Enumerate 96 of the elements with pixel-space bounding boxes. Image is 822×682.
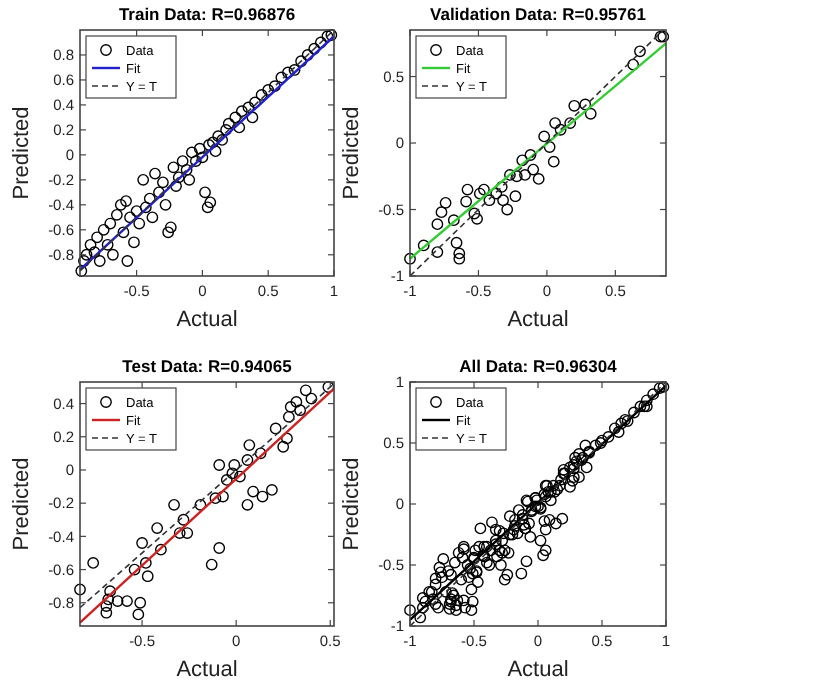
point: [417, 239, 430, 252]
point: [468, 207, 481, 220]
point: [217, 490, 229, 503]
point: [627, 58, 640, 71]
point: [228, 459, 241, 471]
point: [453, 247, 466, 260]
point: [431, 246, 444, 258]
point: [568, 99, 581, 112]
point: [299, 384, 312, 397]
y-axis-title: Predicted: [10, 106, 34, 200]
x-axis-title: Actual: [507, 658, 569, 682]
point: [234, 470, 246, 483]
point: [495, 181, 508, 193]
point: [243, 439, 256, 451]
point: [435, 206, 448, 219]
chart-title: All Data: R=0.96304: [459, 356, 618, 376]
point: [584, 107, 597, 120]
point: [209, 492, 222, 505]
chart-title: Train Data: R=0.96876: [118, 4, 296, 24]
point: [453, 252, 466, 265]
chart-title: Validation Data: R=0.95761: [430, 4, 647, 24]
point: [471, 212, 483, 225]
point: [527, 163, 540, 176]
point: [155, 543, 167, 556]
point: [151, 522, 164, 534]
point: [132, 608, 145, 621]
point: [226, 467, 239, 480]
x-axis-title: Actual: [507, 308, 569, 332]
point: [220, 474, 233, 486]
point: [460, 195, 473, 208]
y-axis-title: Predicted: [10, 457, 34, 551]
point: [282, 410, 295, 423]
point: [254, 447, 267, 460]
point: [501, 203, 514, 216]
point: [564, 117, 577, 129]
point: [205, 558, 218, 571]
point: [177, 513, 190, 526]
point: [121, 595, 133, 607]
point: [579, 98, 592, 111]
point: [509, 190, 522, 203]
point: [473, 187, 486, 200]
point: [483, 194, 496, 207]
y-axis-title: Predicted: [340, 457, 364, 551]
point: [141, 570, 154, 583]
x-axis-title: Actual: [176, 308, 238, 332]
point: [404, 252, 416, 265]
point: [532, 173, 545, 185]
point: [277, 440, 290, 453]
x-axis-title: Actual: [176, 658, 238, 682]
point: [194, 498, 207, 511]
point: [439, 196, 452, 209]
point: [431, 218, 444, 231]
point: [447, 214, 460, 227]
point: [213, 542, 226, 554]
point: [634, 45, 646, 58]
point: [478, 183, 490, 196]
point: [139, 557, 152, 569]
point: [284, 401, 297, 413]
point: [247, 485, 259, 498]
point: [510, 170, 523, 183]
point: [136, 537, 148, 549]
point: [74, 583, 86, 596]
point: [256, 490, 269, 503]
point: [519, 169, 531, 181]
point: [549, 117, 562, 129]
chart-title: Test Data: R=0.94065: [122, 356, 293, 376]
point: [173, 527, 186, 539]
point: [538, 130, 551, 143]
point: [241, 454, 254, 466]
y-axis-title: Predicted: [340, 106, 364, 200]
point: [100, 606, 113, 619]
point: [554, 123, 567, 136]
point: [168, 498, 180, 511]
point: [104, 585, 116, 598]
point: [547, 155, 560, 168]
point: [524, 149, 537, 161]
point: [490, 187, 503, 200]
point: [504, 169, 516, 181]
point: [128, 563, 141, 576]
point: [294, 404, 307, 417]
point: [461, 183, 474, 196]
point: [322, 381, 335, 393]
point: [181, 527, 194, 539]
point: [87, 557, 100, 569]
point: [100, 600, 113, 612]
point: [290, 396, 303, 408]
point: [241, 498, 254, 511]
point: [134, 596, 147, 609]
point: [305, 392, 318, 405]
point: [269, 422, 282, 435]
point: [111, 595, 124, 607]
point: [497, 194, 509, 207]
point: [102, 593, 115, 606]
point: [213, 459, 226, 471]
point: [266, 483, 278, 496]
point: [450, 236, 463, 249]
